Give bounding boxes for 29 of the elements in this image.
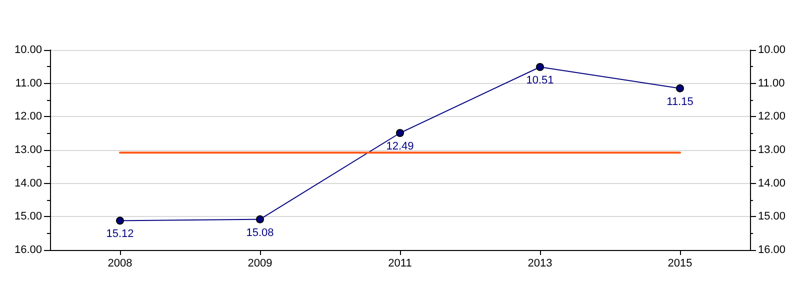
y2-tick-label: 13.00 [758, 144, 786, 156]
x-tick-label: 2011 [388, 258, 412, 270]
y2-tick-label: 10.00 [758, 44, 786, 56]
data-label: 10.51 [526, 74, 554, 86]
y2-tick-label: 16.00 [758, 244, 786, 256]
x-tick-label: 2015 [668, 258, 692, 270]
point [396, 129, 404, 137]
data-label: 12.49 [386, 140, 414, 152]
y-tick-label: 16.00 [14, 244, 42, 256]
y2-tick-label: 12.00 [758, 110, 786, 123]
x-tick-label: 2009 [248, 258, 272, 270]
x-tick-label: 2013 [528, 258, 552, 270]
data-label: 15.08 [246, 226, 274, 239]
y-tick-label: 13.00 [14, 144, 42, 156]
data-label: 11.15 [666, 96, 694, 108]
y-tick-label: 11.00 [15, 77, 42, 90]
y2-tick-label: 14.00 [758, 177, 786, 190]
x-tick-label: 2008 [108, 258, 132, 270]
y2-tick-label: 11.00 [758, 77, 785, 90]
y-tick-label: 15.00 [14, 210, 42, 223]
point [676, 84, 684, 92]
y2-tick-label: 15.00 [758, 210, 786, 223]
y-tick-label: 14.00 [14, 177, 42, 190]
y-tick-label: 10.00 [14, 44, 42, 56]
point [536, 63, 544, 71]
data-label: 15.12 [106, 228, 134, 240]
point [256, 215, 264, 224]
y-tick-label: 12.00 [14, 110, 42, 123]
point [116, 216, 124, 225]
